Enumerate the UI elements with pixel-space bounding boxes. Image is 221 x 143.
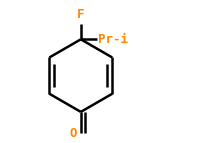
Text: Pr-i: Pr-i — [98, 33, 128, 46]
Text: O: O — [69, 127, 77, 140]
Text: F: F — [77, 8, 85, 21]
